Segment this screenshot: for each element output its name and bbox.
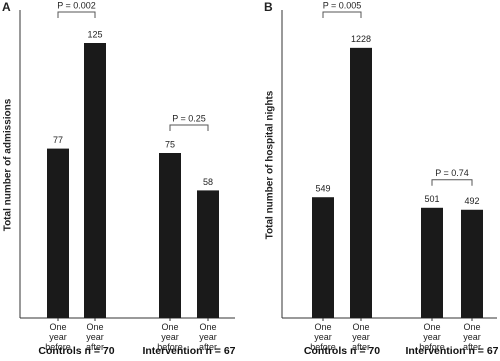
group-label: Controls n = 70 — [38, 345, 115, 357]
value-label: 492 — [464, 196, 479, 206]
x-tick-label: One year before — [310, 322, 336, 352]
x-tick-label: One year after — [198, 322, 217, 352]
significance-bracket — [169, 124, 209, 131]
p-value: P = 0.25 — [172, 113, 206, 123]
significance-bracket — [57, 11, 96, 18]
panel-label: A — [2, 0, 11, 14]
bar — [47, 148, 69, 318]
significance-bracket — [431, 179, 473, 186]
value-label: 501 — [424, 194, 439, 204]
y-axis-label: Total number of admissions — [3, 98, 14, 231]
bar — [197, 190, 219, 318]
bar — [350, 47, 372, 319]
group-label: Intervention n = 67 — [142, 345, 236, 357]
x-tick-label: One year after — [462, 322, 481, 352]
value-label: 1228 — [351, 34, 371, 44]
x-tick-label: One year before — [419, 322, 445, 352]
y-axis-label: Total number of hospital nights — [265, 90, 276, 239]
bar — [84, 43, 106, 318]
value-label: 549 — [315, 184, 330, 194]
value-label: 77 — [53, 135, 63, 145]
p-value: P = 0.74 — [435, 168, 469, 178]
x-tick-label: One year before — [157, 322, 183, 352]
p-value: P = 0.005 — [323, 0, 362, 10]
bar — [421, 207, 443, 318]
p-value: P = 0.002 — [57, 0, 96, 10]
bar — [461, 209, 483, 318]
x-tick-label: One year after — [85, 322, 104, 352]
group-label: Controls n = 70 — [303, 345, 381, 357]
group-label: Intervention n = 67 — [405, 345, 499, 357]
value-label: 75 — [165, 139, 175, 149]
x-tick-label: One year before — [45, 322, 71, 352]
value-label: 125 — [87, 29, 102, 39]
x-tick-label: One year after — [351, 322, 370, 352]
bar — [159, 153, 181, 318]
significance-bracket — [322, 11, 362, 18]
bar — [312, 197, 334, 318]
panel-label: B — [264, 0, 273, 14]
value-label: 58 — [203, 177, 213, 187]
